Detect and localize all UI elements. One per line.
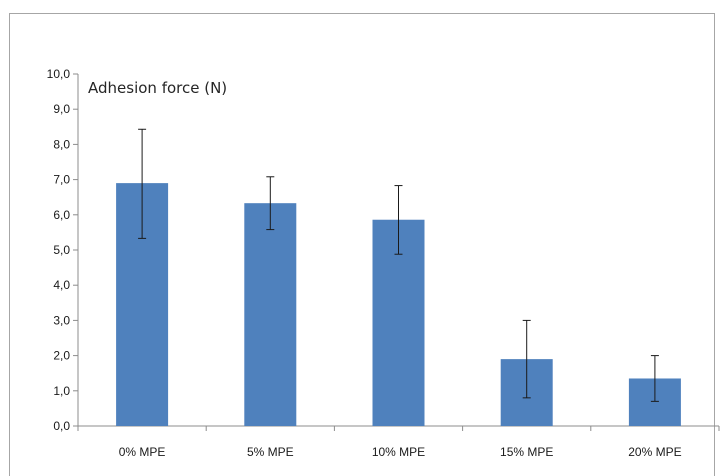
x-tick-label: 15% MPE xyxy=(500,445,553,459)
x-tick-label: 0% MPE xyxy=(119,445,166,459)
chart-annotation: Adhesion force (N) xyxy=(88,79,227,97)
y-tick-labels: 0,0 1,0 2,0 3,0 4,0 5,0 6,0 7,0 8,0 9,0 10,0 xyxy=(47,67,71,433)
y-tick-label: 2,0 xyxy=(53,349,70,363)
x-tick-label: 20% MPE xyxy=(628,445,681,459)
y-tick-label: 3,0 xyxy=(53,313,70,327)
y-tick-label: 5,0 xyxy=(53,243,70,257)
y-tick-label: 6,0 xyxy=(53,208,70,222)
y-tick-label: 8,0 xyxy=(53,137,70,151)
bar xyxy=(244,203,297,426)
x-tick-label: 10% MPE xyxy=(372,445,425,459)
error-bars xyxy=(138,128,659,402)
y-tick-label: 4,0 xyxy=(53,278,70,292)
y-tick-label: 7,0 xyxy=(53,173,70,187)
y-tick-label: 1,0 xyxy=(53,384,70,398)
y-tick-label: 0,0 xyxy=(53,419,70,433)
y-tick-label: 9,0 xyxy=(53,102,70,116)
x-tick-label: 5% MPE xyxy=(247,445,294,459)
x-tick-labels: 0% MPE 5% MPE 10% MPE 15% MPE 20% MPE xyxy=(119,445,682,459)
y-tick-label: 10,0 xyxy=(47,67,71,81)
